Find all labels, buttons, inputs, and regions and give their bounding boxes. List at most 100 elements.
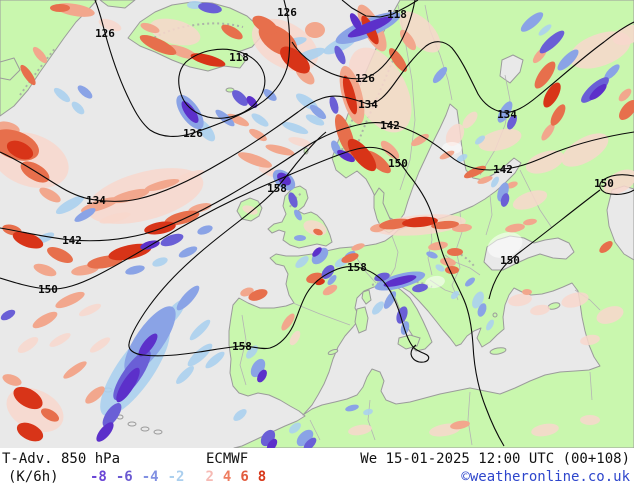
island-balearics: [327, 348, 339, 356]
advection-patch: [289, 422, 301, 434]
advection-patch: [198, 2, 222, 14]
contour-label-134: 134: [86, 194, 106, 207]
advection-patch: [221, 24, 243, 40]
contour-label-126: 126: [183, 127, 203, 140]
advection-patch: [402, 216, 438, 228]
island-left-edge: [0, 57, 21, 81]
advection-patch: [50, 4, 70, 12]
contour-150-loop: [599, 174, 634, 195]
contour-label-126: 126: [95, 27, 115, 40]
contour-label-126: 126: [277, 6, 297, 19]
advection-patch: [13, 386, 43, 410]
advection-patch: [543, 82, 561, 108]
copyright-link[interactable]: ©weatheronline.co.uk: [461, 469, 630, 485]
advection-patch: [374, 272, 390, 282]
advection-patch: [89, 337, 111, 353]
contour-label-158: 158: [347, 261, 367, 274]
advection-patch: [2, 374, 22, 386]
advection-patch: [426, 251, 438, 259]
advection-patch: [380, 140, 400, 160]
advection-patch: [205, 351, 225, 369]
advection-patch: [523, 218, 537, 226]
advection-patch: [281, 313, 295, 331]
advection-patch: [49, 333, 71, 347]
advection-patch: [348, 424, 372, 436]
advection-patch: [445, 266, 459, 274]
valid-datetime: We 15-01-2025 12:00 UTC (00+108): [360, 451, 630, 467]
advection-patch: [125, 265, 145, 275]
advection-patches: [0, 1, 634, 448]
advection-patch: [305, 114, 325, 126]
advection-patch: [541, 123, 555, 141]
advection-patch: [77, 85, 93, 99]
advection-patch: [17, 336, 39, 354]
advection-patch: [440, 257, 456, 267]
advection-patch: [442, 142, 462, 154]
island-canary-2: [127, 421, 137, 427]
advection-patch: [251, 113, 269, 127]
advection-patch: [248, 289, 268, 301]
legend-value-8: 8: [257, 469, 267, 485]
advection-patch: [99, 212, 131, 224]
advection-patch: [166, 44, 198, 60]
contour-150-southeast: [488, 189, 601, 300]
advection-patch: [538, 24, 552, 36]
advection-patch: [233, 409, 247, 421]
advection-patch: [439, 150, 455, 160]
advection-patch: [71, 101, 85, 115]
advection-patch: [249, 128, 267, 142]
advection-patch: [190, 53, 226, 67]
advection-patch: [178, 246, 198, 258]
advection-patch: [379, 218, 411, 230]
advection-patch: [432, 66, 448, 84]
advection-patch: [351, 243, 365, 251]
contour-label-158: 158: [267, 182, 287, 195]
advection-patch: [522, 289, 532, 295]
advection-patch: [322, 284, 338, 296]
advection-patch: [96, 422, 114, 442]
island-corsica: [361, 289, 372, 305]
advection-patch: [372, 301, 384, 315]
contour-label-150: 150: [594, 177, 614, 190]
advection-patch: [507, 114, 517, 130]
advection-patch: [138, 333, 158, 357]
advection-patch: [619, 100, 634, 120]
advection-patch: [596, 306, 624, 324]
advection-patch: [580, 415, 600, 425]
contour-158: [128, 131, 430, 363]
advection-patch: [181, 100, 199, 124]
advection-patch: [445, 123, 465, 147]
advection-patch: [520, 12, 544, 32]
contour-label-158: 158: [232, 340, 252, 353]
advection-patch: [289, 330, 301, 346]
advection-patch: [85, 386, 105, 404]
island-crete: [489, 347, 507, 355]
advection-patch: [334, 45, 346, 65]
contour-118-ne: [341, 0, 419, 18]
advection-patch: [561, 292, 589, 308]
advection-patch: [288, 192, 298, 208]
advection-patch: [237, 152, 273, 168]
advection-patch: [140, 22, 160, 34]
advection-patch: [431, 220, 459, 230]
advection-patch: [589, 84, 607, 100]
advection-patch: [110, 188, 150, 204]
advection-patch: [604, 64, 620, 80]
legend-value-2: 2: [205, 469, 214, 485]
advection-patch: [557, 49, 579, 71]
advection-patch: [383, 275, 417, 287]
advection-patch: [295, 256, 309, 268]
contour-label-150: 150: [38, 283, 58, 296]
advection-patch: [160, 233, 184, 247]
advection-patch: [580, 334, 600, 346]
island-faroe: [225, 87, 235, 93]
contour-150-main: [0, 146, 505, 447]
advection-patch: [313, 228, 323, 236]
sea-white-sea: [499, 54, 524, 84]
advection-patch: [242, 205, 258, 215]
contour-142: [0, 122, 634, 242]
advection-patch: [428, 241, 448, 251]
advection-patch: [188, 203, 212, 213]
mountains-greenland: [19, 46, 57, 96]
